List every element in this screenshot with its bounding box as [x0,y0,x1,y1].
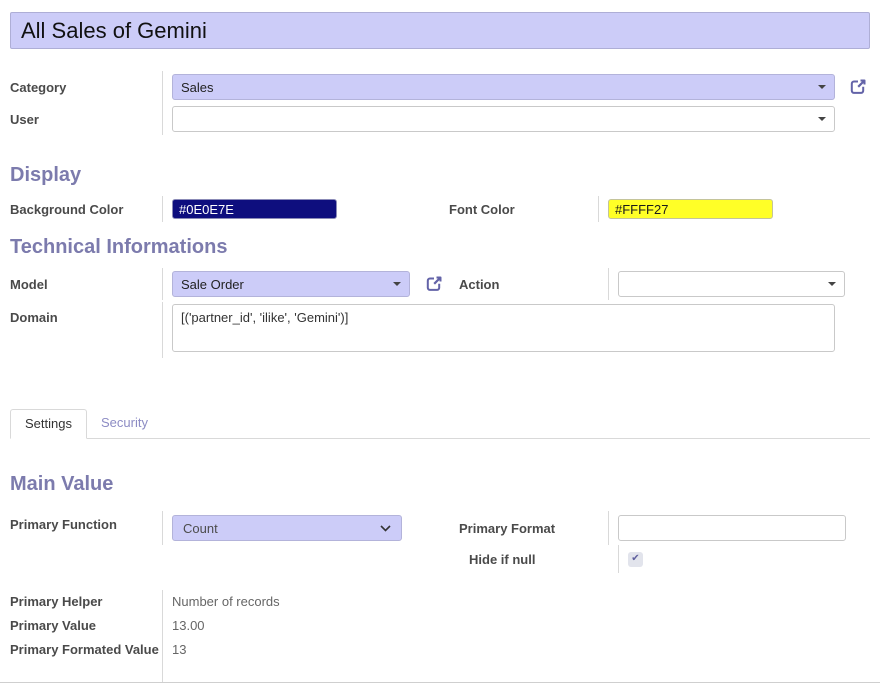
caret-down-icon[interactable] [393,282,401,286]
hide-if-null-row: Hide if null ✔ [10,545,870,573]
chevron-down-icon[interactable] [380,524,391,532]
category-label: Category [10,79,67,95]
category-user-group: Category User Sales [10,71,870,135]
font-color-input[interactable]: #FFFF27 [608,199,773,219]
fields-column: Sales [162,71,870,135]
section-title-display: Display [10,164,82,186]
model-label: Model [10,276,48,292]
primary-value-value: 13.00 [172,618,205,633]
action-input[interactable] [618,271,845,297]
font-color-label: Font Color [449,201,515,217]
category-input[interactable]: Sales [172,74,835,100]
action-label: Action [459,276,500,292]
domain-row: Domain [('partner_id', 'ilike', 'Gemini'… [10,302,870,358]
hide-if-null-checkbox[interactable]: ✔ [628,551,643,567]
primary-helper-value: Number of records [172,594,280,609]
tab-bar: Settings Security [10,409,870,439]
domain-input[interactable]: [('partner_id', 'ilike', 'Gemini')] [172,304,835,352]
section-title-main-value: Main Value [10,473,114,495]
primary-format-input[interactable] [618,515,846,541]
caret-down-icon[interactable] [818,117,826,121]
section-title-technical: Technical Informations [10,236,228,258]
primary-function-select[interactable]: Count [172,515,402,541]
user-input[interactable] [172,106,835,132]
primary-helper-label: Primary Helper [10,594,103,609]
primary-function-value: Count [183,520,218,536]
primary-function-row: Primary Function Count Primary Format [10,511,870,545]
checkmark-icon: ✔ [631,553,640,564]
tab-security[interactable]: Security [100,415,148,430]
kpi-name-input[interactable] [10,12,870,49]
model-input[interactable]: Sale Order [172,271,410,297]
background-color-input[interactable]: #0E0E7E [172,199,337,219]
primary-format-label: Primary Format [459,520,556,536]
model-action-row: Model Sale Order Action [10,268,870,300]
tab-settings[interactable]: Settings [10,409,87,439]
external-link-icon[interactable] [424,274,444,294]
display-colors-row: Background Color #0E0E7E Font Color #FFF… [10,196,870,222]
model-value: Sale Order [181,276,244,292]
primary-formated-value-value: 13 [172,642,187,657]
domain-label: Domain [10,310,58,325]
primary-function-label: Primary Function [10,516,117,532]
primary-formated-value-label: Primary Formated Value [10,642,159,657]
category-value: Sales [181,79,214,95]
labels-column: Category User [10,71,162,135]
background-color-label: Background Color [10,201,124,217]
caret-down-icon[interactable] [828,282,836,286]
primary-values-group: Primary Helper Primary Value Primary For… [10,590,870,682]
primary-value-label: Primary Value [10,618,96,633]
user-label: User [10,111,39,127]
external-link-icon[interactable] [848,77,868,97]
caret-down-icon[interactable] [818,85,826,89]
hide-if-null-label: Hide if null [469,551,536,567]
